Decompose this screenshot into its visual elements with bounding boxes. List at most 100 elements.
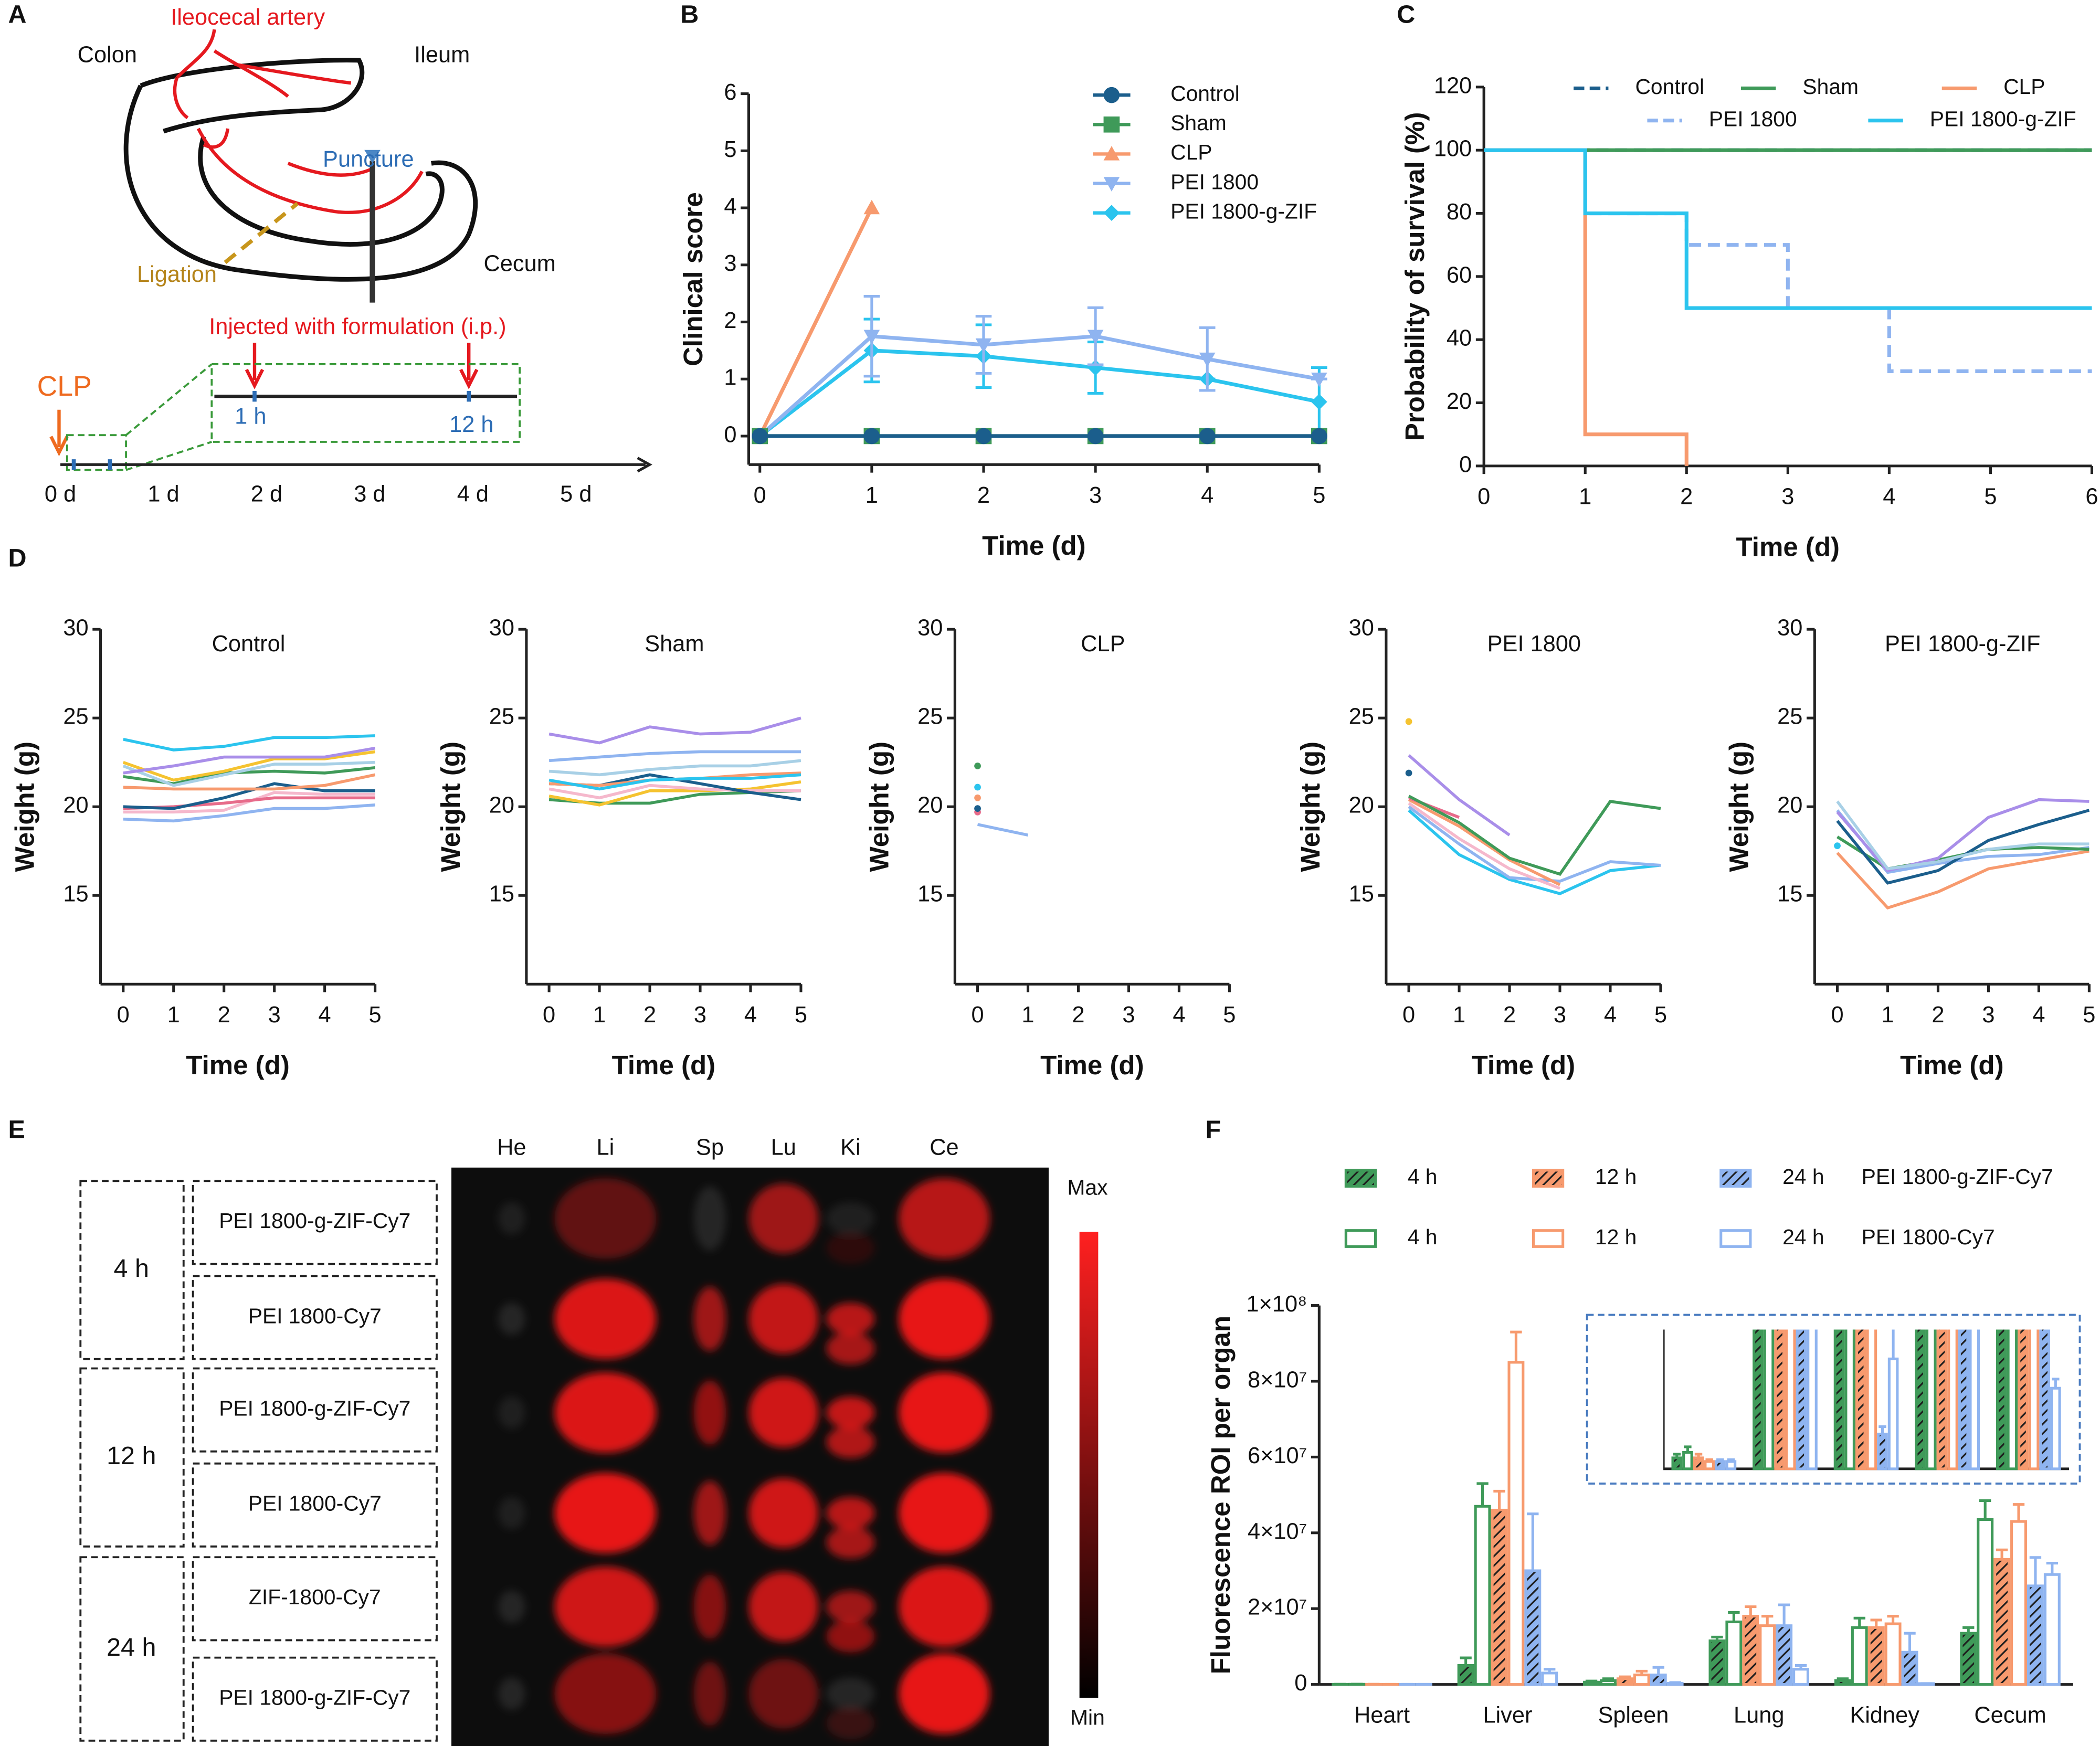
bar (1918, 1682, 1935, 1686)
bar (1776, 1624, 1793, 1686)
group-box (79, 1556, 185, 1742)
y-axis-label: Weight (g) (864, 742, 894, 872)
series-line (977, 823, 1029, 837)
legend-label: Control (1635, 75, 1704, 99)
y-axis-label: Weight (g) (1724, 742, 1754, 872)
column-label: Sp (696, 1135, 724, 1160)
x-tick-label: 3 (1554, 1002, 1566, 1028)
y-tick-label: 15 (63, 882, 88, 907)
organ (498, 1591, 525, 1623)
y-tick-label: 30 (1349, 616, 1374, 641)
marker (1103, 87, 1120, 103)
bar (1785, 1329, 1796, 1470)
x-tick-label: 2 (1503, 1002, 1516, 1028)
error-bar (2012, 1503, 2025, 1522)
y-tick-label: 30 (1777, 616, 1802, 641)
legend-swatch (1719, 1169, 1752, 1188)
category-label: Cecum (1974, 1702, 2046, 1728)
x-tick-label: 5 (1984, 484, 1997, 510)
series-line (548, 750, 801, 763)
series-line (123, 782, 375, 810)
bar (1671, 1456, 1683, 1470)
zoom-box (66, 434, 127, 471)
bar (1901, 1650, 1918, 1686)
organ (826, 1232, 875, 1264)
y-tick-label: 3 (724, 251, 736, 276)
y-tick-label: 15 (1349, 882, 1374, 907)
label: CLP (37, 371, 92, 402)
error-bar (1853, 1616, 1865, 1628)
error-bar (1808, 3, 1816, 369)
bar (1682, 1451, 1693, 1470)
organ (826, 1396, 875, 1429)
group-box (79, 1180, 185, 1360)
y-tick-label: 60 (1447, 262, 1472, 288)
marker (1087, 428, 1104, 445)
panel-letter: F (1205, 1116, 1221, 1144)
colorbar (1079, 1232, 1099, 1698)
survival-line (1484, 148, 2092, 310)
bar (1866, 1329, 1877, 1470)
x-tick-label: 5 (1654, 1002, 1667, 1028)
series-line (1408, 795, 1661, 876)
legend-label: CLP (2003, 75, 2045, 99)
panel-letter: C (1397, 0, 1415, 28)
bar (1796, 1329, 1807, 1470)
x-axis-label: Time (d) (1472, 1050, 1575, 1080)
row-box (192, 1462, 438, 1548)
bar (1977, 1518, 1994, 1686)
y-tick-label: 25 (63, 704, 88, 729)
y-tick-label: 20 (1447, 389, 1472, 414)
column-label: Lu (771, 1135, 796, 1160)
bar (1714, 1460, 1726, 1470)
timeline-label: 5 d (560, 481, 592, 506)
legend-label: PEI 1800-g-ZIF (1930, 107, 2076, 131)
marker (975, 338, 992, 353)
series-line (548, 773, 801, 791)
bar (1833, 1329, 1845, 1470)
error-bar (1493, 1489, 1505, 1510)
x-tick-label: 3 (1122, 1002, 1135, 1028)
error-bar (1996, 1548, 2008, 1560)
y-tick-label: 25 (1777, 704, 1802, 729)
series-line (758, 348, 1320, 438)
category-label: Lung (1734, 1702, 1784, 1728)
organ (554, 1567, 657, 1647)
x-axis-label: Time (d) (1736, 532, 1840, 562)
organ (498, 1677, 525, 1710)
marker (1311, 428, 1327, 445)
legend-label: Sham (1170, 111, 1227, 135)
organ (498, 1202, 525, 1235)
category-label: Spleen (1598, 1702, 1669, 1728)
point (1834, 842, 1841, 849)
series-line (548, 759, 801, 777)
series-line (1408, 809, 1661, 895)
inset-frame (1586, 1314, 2081, 1485)
label: Cecum (483, 251, 555, 277)
y-tick-label: 8×10⁷ (1248, 1367, 1307, 1392)
legend-swatch (1344, 1169, 1377, 1188)
bar (1763, 1329, 1775, 1470)
bar (2010, 1520, 2027, 1686)
error-bar (1745, 1605, 1757, 1616)
x-tick-label: 2 (218, 1002, 230, 1028)
colorbar-label: Min (1070, 1706, 1105, 1730)
bar (1887, 1357, 1899, 1470)
organ (826, 1202, 875, 1235)
x-tick-label: 4 (1201, 483, 1213, 508)
bar (1633, 1674, 1650, 1686)
bar (1693, 1456, 1704, 1470)
organ (826, 1620, 875, 1653)
error-bar (2029, 1556, 2042, 1586)
error-bar (1728, 1611, 1740, 1622)
marker (863, 199, 880, 215)
category-label: Liver (1483, 1702, 1532, 1728)
bar (1851, 1626, 1868, 1686)
y-tick-label: 20 (63, 793, 88, 818)
legend-label: 4 h (1408, 1165, 1438, 1189)
bar (2039, 1329, 2051, 1470)
y-tick-label: 6 (724, 80, 736, 105)
label: 12 h (449, 412, 493, 437)
organ (554, 1178, 657, 1259)
